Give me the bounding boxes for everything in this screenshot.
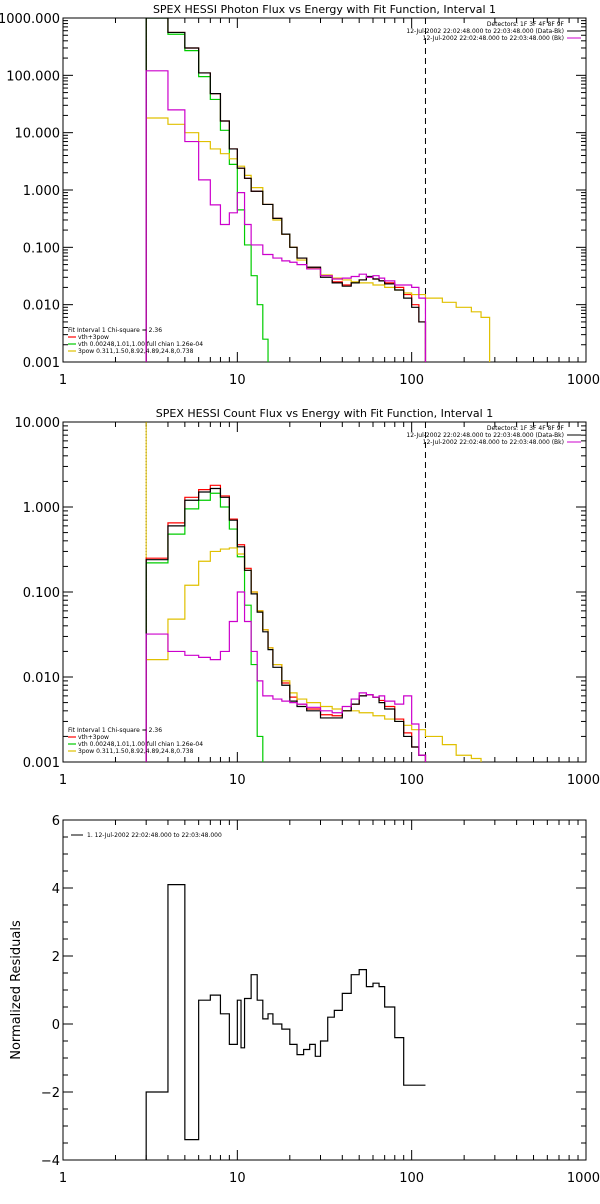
- header-line: Detectors: 1F 3F 4F 8F 9F: [487, 21, 565, 28]
- y-tick-label: 10.000: [15, 416, 61, 431]
- series-line: [145, 18, 427, 362]
- series-line: [145, 484, 427, 762]
- y-tick-label: 0: [52, 1018, 60, 1033]
- series-line: [145, 547, 482, 762]
- fit-info: Fit Interval 1 Chi-square = 2.36: [68, 727, 162, 734]
- x-tick-label: 1: [59, 773, 67, 788]
- x-tick-label: 100: [399, 373, 424, 388]
- x-tick-label: 1: [59, 373, 67, 388]
- x-tick-label: 100: [399, 773, 424, 788]
- y-tick-label: 10.000: [15, 127, 61, 142]
- legend-entry: vth 0.00248,1.01,1.00 full chian 1.26e-0…: [78, 341, 203, 348]
- x-tick-label: 10: [229, 1171, 246, 1186]
- series-line: [145, 591, 427, 762]
- x-tick-label: 1000: [567, 373, 600, 388]
- series-line: [145, 18, 269, 362]
- x-tick-label: 1: [59, 1171, 67, 1186]
- chart-title: SPEX HESSI Photon Flux vs Energy with Fi…: [153, 3, 496, 16]
- x-tick-label: 1000: [567, 1171, 600, 1186]
- x-tick-label: 10: [229, 773, 246, 788]
- y-tick-label: −4: [41, 1154, 60, 1169]
- y-tick-label: 6: [52, 814, 60, 829]
- series-line: [145, 18, 427, 362]
- legend-entry: 1. 12-Jul-2002 22:02:48.000 to 22:03:48.…: [87, 832, 222, 839]
- y-tick-label: 0.001: [23, 356, 60, 371]
- y-tick-label: 100.000: [6, 69, 60, 84]
- y-axis-label: Normalized Residuals: [9, 920, 24, 1060]
- y-tick-label: 2: [52, 950, 60, 965]
- series-line: [145, 117, 491, 362]
- y-tick-label: 1000.000: [0, 12, 60, 27]
- legend-entry: 3pow 0.311,1.50,8.92,4.89,24.8,0.738: [78, 748, 194, 755]
- plot-frame: [62, 17, 587, 363]
- legend-entry: 3pow 0.311,1.50,8.92,4.89,24.8,0.738: [78, 348, 194, 355]
- series-line: [145, 884, 426, 1160]
- y-tick-label: 0.100: [23, 586, 60, 601]
- x-tick-label: 1000: [567, 773, 600, 788]
- header-line: 12-Jul-2002 22:02:48.000 to 22:03:48.000…: [406, 432, 564, 439]
- header-line: 12-Jul-2002 22:02:48.000 to 22:03:48.000…: [423, 439, 564, 446]
- series-line: [145, 492, 264, 762]
- y-tick-label: 0.010: [23, 671, 60, 686]
- header-line: Detectors: 1F 3F 4F 8F 9F: [487, 425, 565, 432]
- y-tick-label: 0.001: [23, 756, 60, 771]
- y-tick-label: 0.010: [23, 299, 60, 314]
- x-tick-label: 100: [399, 1171, 424, 1186]
- fit-info: Fit Interval 1 Chi-square = 2.36: [68, 327, 162, 334]
- y-tick-label: 0.100: [23, 241, 60, 256]
- y-tick-label: −2: [41, 1086, 60, 1101]
- legend-entry: vth 0.00248,1.01,1.00 full chian 1.26e-0…: [78, 741, 203, 748]
- y-tick-label: 1.000: [23, 184, 60, 199]
- y-tick-label: 1.000: [23, 501, 60, 516]
- plot-frame: [62, 819, 587, 1161]
- series-line: [145, 70, 427, 362]
- header-line: 12-Jul-2002 22:02:48.000 to 22:03:48.000…: [423, 35, 564, 42]
- chart-title: SPEX HESSI Count Flux vs Energy with Fit…: [156, 407, 493, 420]
- x-tick-label: 10: [229, 373, 246, 388]
- header-line: 12-Jul-2002 22:02:48.000 to 22:03:48.000…: [406, 28, 564, 35]
- y-tick-label: 4: [52, 882, 60, 897]
- legend-entry: vth+3pow: [78, 334, 109, 341]
- legend-entry: vth+3pow: [78, 734, 109, 741]
- series-line: [145, 487, 427, 762]
